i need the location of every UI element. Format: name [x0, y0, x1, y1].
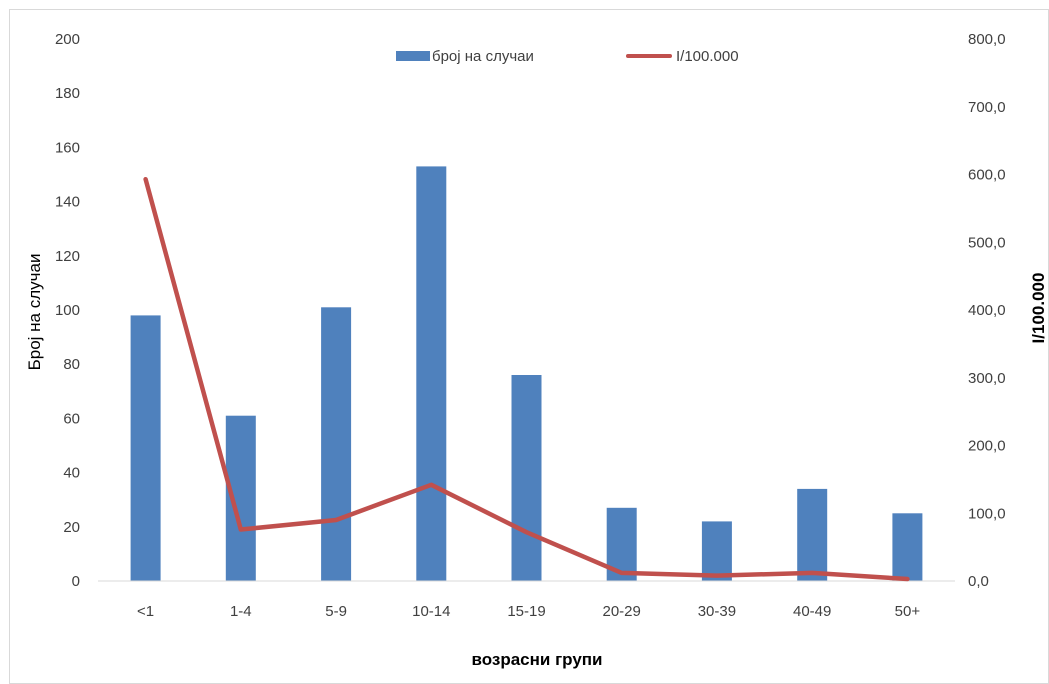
y2-tick-label: 800,0: [968, 31, 1006, 48]
y-tick-label: 160: [55, 139, 80, 156]
y-tick-label: 60: [63, 410, 80, 427]
y2-axis-ticks: 0,0 100,0 200,0 300,0 400,0 500,0 600,0 700,0 80…: [968, 31, 1006, 590]
chart-border: [9, 9, 1049, 684]
x-tick-label: 10-14: [412, 603, 450, 620]
x-tick-label: 15-19: [507, 603, 545, 620]
legend-label-bar: број на случаи: [432, 48, 534, 65]
x-tick-label: 5-9: [325, 603, 347, 620]
legend-swatch-bar: [396, 51, 430, 61]
legend: број на случаи I/100.000: [396, 48, 739, 65]
y2-tick-label: 0,0: [968, 573, 989, 590]
y2-tick-label: 300,0: [968, 370, 1006, 387]
x-tick-label: 20-29: [603, 603, 641, 620]
line-layer: [143, 176, 910, 582]
y-tick-label: 20: [63, 519, 80, 536]
x-tick-label: 40-49: [793, 603, 831, 620]
y2-tick-label: 400,0: [968, 302, 1006, 319]
bar-40-49: [797, 488, 828, 581]
y-axis-title: Број на случаи: [25, 254, 44, 371]
x-tick-label: 30-39: [698, 603, 736, 620]
y-tick-label: 100: [55, 302, 80, 319]
x-axis-ticks: <1 1-4 5-9 10-14 15-19 20-29 30-39 40-49 50+: [137, 603, 920, 620]
y2-tick-label: 200,0: [968, 438, 1006, 455]
y2-tick-label: 700,0: [968, 99, 1006, 116]
x-tick-label: 50+: [895, 603, 921, 620]
y-tick-label: 180: [55, 85, 80, 102]
y-tick-label: 0: [72, 573, 80, 590]
x-axis-title: возрасни групи: [472, 650, 603, 669]
x-tick-label: 1-4: [230, 603, 252, 620]
bar-30-39: [701, 521, 732, 581]
bar-50+: [892, 513, 923, 582]
y-axis-ticks: 0 20 40 60 80 100 120 140 160 180 200: [55, 31, 80, 590]
y2-axis-title: I/100.000: [1029, 273, 1048, 344]
y2-tick-label: 500,0: [968, 234, 1006, 251]
y-tick-label: 40: [63, 465, 80, 482]
bar-<1: [130, 315, 161, 581]
y2-tick-label: 100,0: [968, 505, 1006, 522]
y2-tick-label: 600,0: [968, 167, 1006, 184]
y-tick-label: 140: [55, 194, 80, 211]
y-tick-label: 120: [55, 248, 80, 265]
bar-10-14: [416, 166, 447, 581]
y-tick-label: 200: [55, 31, 80, 48]
bar-15-19: [511, 375, 542, 581]
x-tick-label: <1: [137, 603, 154, 620]
y-tick-label: 80: [63, 356, 80, 373]
legend-label-line: I/100.000: [676, 48, 739, 65]
bars-layer: [130, 166, 923, 582]
bar-5-9: [321, 307, 352, 581]
